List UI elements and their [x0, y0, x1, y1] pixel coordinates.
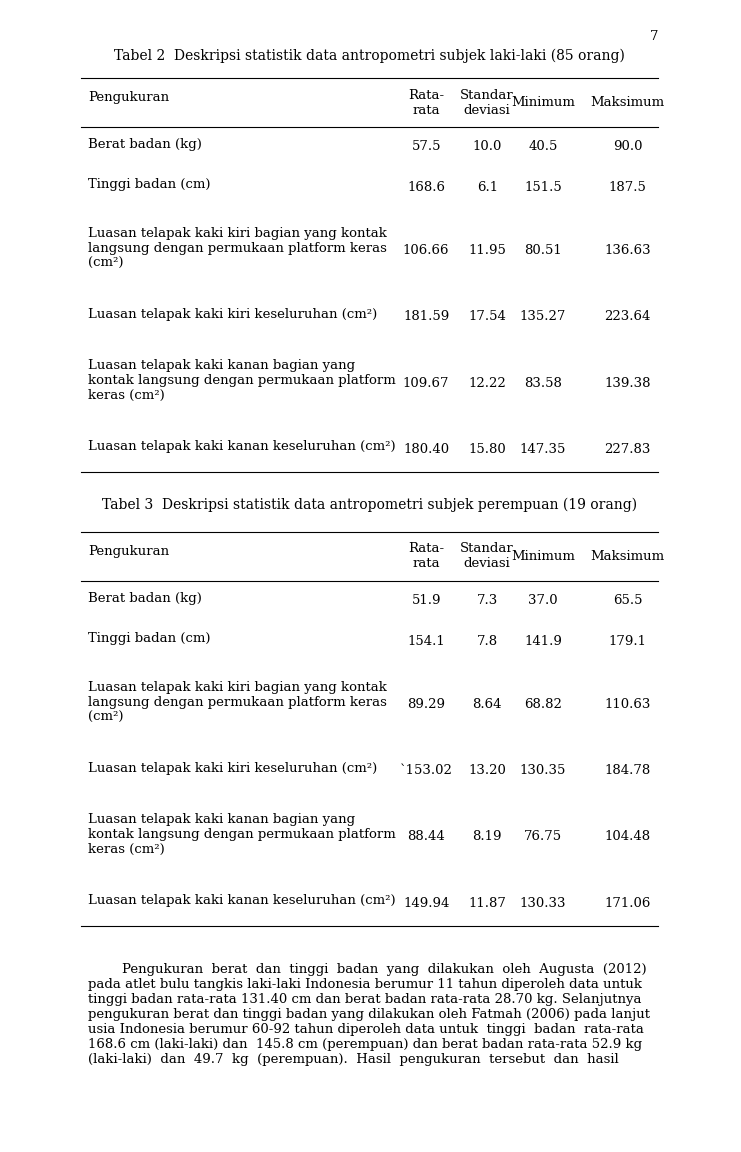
Text: 168.6: 168.6 — [407, 181, 445, 194]
Text: 8.19: 8.19 — [473, 831, 502, 843]
Text: 6.1: 6.1 — [476, 181, 498, 194]
Text: 109.67: 109.67 — [403, 377, 450, 389]
Text: Berat badan (kg): Berat badan (kg) — [88, 138, 202, 151]
Text: 141.9: 141.9 — [524, 635, 562, 647]
Text: 88.44: 88.44 — [408, 831, 445, 843]
Text: 89.29: 89.29 — [407, 698, 445, 711]
Text: 7: 7 — [650, 30, 658, 43]
Text: 15.80: 15.80 — [468, 442, 506, 456]
Text: 149.94: 149.94 — [403, 896, 449, 910]
Text: 227.83: 227.83 — [605, 442, 651, 456]
Text: Pengukuran: Pengukuran — [88, 91, 170, 105]
Text: Rata-
rata: Rata- rata — [408, 543, 445, 570]
Text: 8.64: 8.64 — [473, 698, 502, 711]
Text: Luasan telapak kaki kanan bagian yang
kontak langsung dengan permukaan platform
: Luasan telapak kaki kanan bagian yang ko… — [88, 359, 396, 402]
Text: 83.58: 83.58 — [524, 377, 562, 389]
Text: 151.5: 151.5 — [524, 181, 562, 194]
Text: Pengukuran  berat  dan  tinggi  badan  yang  dilakukan  oleh  Augusta  (2012)
pa: Pengukuran berat dan tinggi badan yang d… — [88, 963, 650, 1066]
Text: 90.0: 90.0 — [613, 141, 642, 153]
Text: 80.51: 80.51 — [524, 244, 562, 257]
Text: 181.59: 181.59 — [403, 310, 449, 324]
Text: Berat badan (kg): Berat badan (kg) — [88, 592, 202, 605]
Text: Tabel 2  Deskripsi statistik data antropometri subjek laki-laki (85 orang): Tabel 2 Deskripsi statistik data antropo… — [114, 48, 625, 62]
Text: 10.0: 10.0 — [473, 141, 502, 153]
Text: Minimum: Minimum — [511, 550, 575, 563]
Text: 76.75: 76.75 — [524, 831, 562, 843]
Text: 130.33: 130.33 — [519, 896, 566, 910]
Text: 17.54: 17.54 — [468, 310, 506, 324]
Text: 65.5: 65.5 — [613, 594, 642, 607]
Text: 11.87: 11.87 — [468, 896, 506, 910]
Text: 184.78: 184.78 — [605, 764, 651, 778]
Text: Luasan telapak kaki kiri keseluruhan (cm²): Luasan telapak kaki kiri keseluruhan (cm… — [88, 308, 377, 321]
Text: 106.66: 106.66 — [403, 244, 450, 257]
Text: Luasan telapak kaki kanan keseluruhan (cm²): Luasan telapak kaki kanan keseluruhan (c… — [88, 894, 396, 908]
Text: Standar
deviasi: Standar deviasi — [460, 89, 514, 116]
Text: Rata-
rata: Rata- rata — [408, 89, 445, 116]
Text: Pengukuran: Pengukuran — [88, 545, 170, 559]
Text: 180.40: 180.40 — [403, 442, 449, 456]
Text: 139.38: 139.38 — [605, 377, 651, 389]
Text: Luasan telapak kaki kanan keseluruhan (cm²): Luasan telapak kaki kanan keseluruhan (c… — [88, 440, 396, 454]
Text: Maksimum: Maksimum — [591, 96, 665, 109]
Text: 147.35: 147.35 — [519, 442, 566, 456]
Text: Luasan telapak kaki kiri keseluruhan (cm²): Luasan telapak kaki kiri keseluruhan (cm… — [88, 761, 377, 775]
Text: 171.06: 171.06 — [605, 896, 651, 910]
Text: 130.35: 130.35 — [519, 764, 566, 778]
Text: 57.5: 57.5 — [411, 141, 441, 153]
Text: 135.27: 135.27 — [519, 310, 566, 324]
Text: Standar
deviasi: Standar deviasi — [460, 543, 514, 570]
Text: 104.48: 104.48 — [605, 831, 651, 843]
Text: 40.5: 40.5 — [528, 141, 557, 153]
Text: 187.5: 187.5 — [609, 181, 647, 194]
Text: 12.22: 12.22 — [468, 377, 506, 389]
Text: Luasan telapak kaki kanan bagian yang
kontak langsung dengan permukaan platform
: Luasan telapak kaki kanan bagian yang ko… — [88, 813, 396, 856]
Text: Maksimum: Maksimum — [591, 550, 665, 563]
Text: Luasan telapak kaki kiri bagian yang kontak
langsung dengan permukaan platform k: Luasan telapak kaki kiri bagian yang kon… — [88, 681, 387, 723]
Text: 11.95: 11.95 — [468, 244, 506, 257]
Text: Tabel 3  Deskripsi statistik data antropometri subjek perempuan (19 orang): Tabel 3 Deskripsi statistik data antropo… — [102, 498, 637, 511]
Text: 7.8: 7.8 — [476, 635, 498, 647]
Text: 13.20: 13.20 — [468, 764, 506, 778]
Text: 154.1: 154.1 — [408, 635, 445, 647]
Text: 223.64: 223.64 — [605, 310, 651, 324]
Text: 7.3: 7.3 — [476, 594, 498, 607]
Text: `153.02: `153.02 — [399, 764, 453, 778]
Text: 51.9: 51.9 — [411, 594, 441, 607]
Text: Tinggi badan (cm): Tinggi badan (cm) — [88, 179, 210, 191]
Text: 136.63: 136.63 — [605, 244, 651, 257]
Text: 110.63: 110.63 — [605, 698, 651, 711]
Text: Luasan telapak kaki kiri bagian yang kontak
langsung dengan permukaan platform k: Luasan telapak kaki kiri bagian yang kon… — [88, 227, 387, 270]
Text: Minimum: Minimum — [511, 96, 575, 109]
Text: 68.82: 68.82 — [524, 698, 562, 711]
Text: 179.1: 179.1 — [608, 635, 647, 647]
Text: Tinggi badan (cm): Tinggi badan (cm) — [88, 632, 210, 645]
Text: 37.0: 37.0 — [528, 594, 558, 607]
